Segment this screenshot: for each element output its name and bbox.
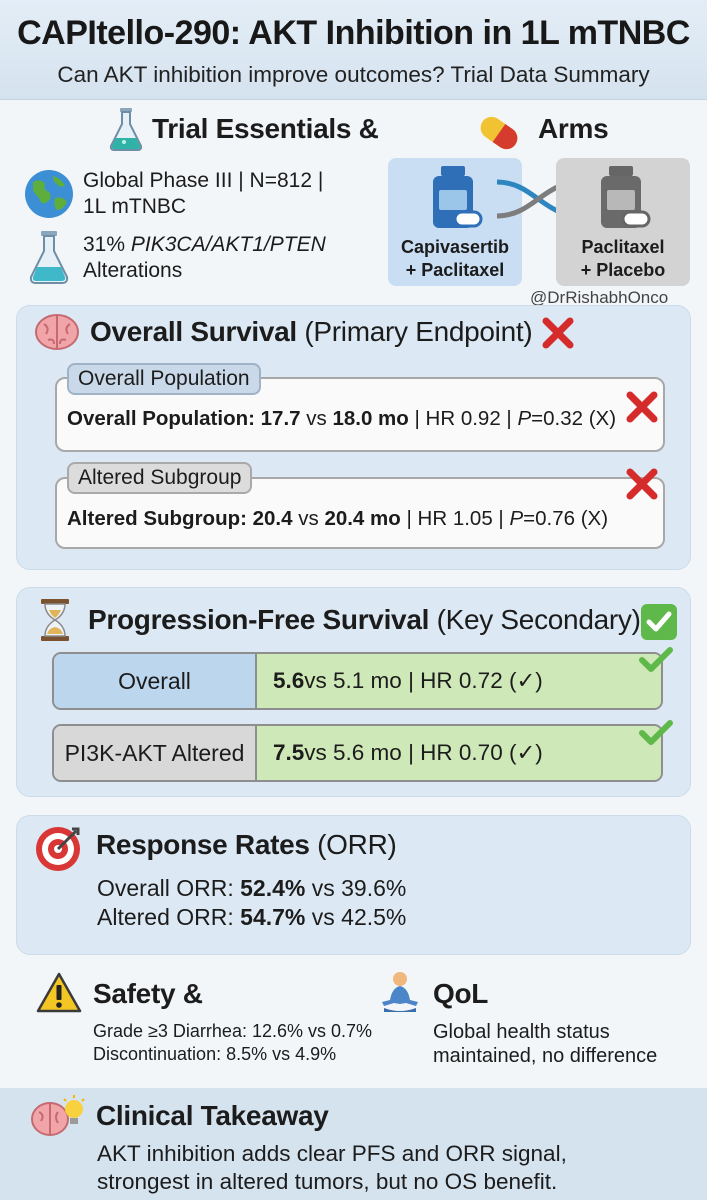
globe-icon [23, 168, 75, 220]
flask-icon [26, 229, 72, 285]
meditation-icon [378, 970, 422, 1014]
os-altered-line: Altered Subgroup: 20.4 vs 20.4 mo | HR 1… [67, 507, 609, 530]
safety-details: Grade ≥3 Diarrhea: 12.6% vs 0.7% Discont… [93, 1020, 372, 1066]
warning-icon [36, 972, 82, 1014]
arm1-line1: Capivasertib [400, 237, 510, 257]
qol-details: Global health status maintained, no diff… [433, 1020, 657, 1068]
red-x-icon [541, 316, 575, 350]
pfs-row-label: PI3K-AKT Altered [54, 726, 257, 780]
red-x-icon [625, 390, 659, 424]
green-check-icon [638, 645, 674, 675]
page-title: CAPItello-290: AKT Inhibition in 1L mTNB… [17, 14, 690, 52]
safety-line1: Grade ≥3 Diarrhea: 12.6% vs 0.7% [93, 1021, 373, 1041]
pfs-row-value: 5.6 vs 5.1 mo | HR 0.72 (✓) [257, 654, 661, 708]
response-panel [16, 815, 691, 955]
os-overall-tag: Overall Population [67, 363, 261, 395]
arm1-line2: + Paclitaxel [405, 260, 505, 280]
header: CAPItello-290: AKT Inhibition in 1L mTNB… [0, 0, 707, 100]
hourglass-icon [40, 598, 70, 642]
safety-line2: Discontinuation: 8.5% vs 4.9% [93, 1044, 337, 1064]
arm-placebo: Paclitaxel + Placebo [556, 158, 690, 286]
pfs-row-overall: Overall 5.6 vs 5.1 mo | HR 0.72 (✓) [52, 652, 663, 710]
bottle-icon [433, 166, 483, 228]
target-icon [34, 825, 82, 873]
qol-heading: QoL [433, 978, 489, 1009]
trial-design: Global Phase III | N=812 | 1L mTNBC [83, 168, 323, 220]
pfs-heading: Progression-Free Survival (Key Secondary… [88, 604, 641, 635]
pfs-row-value: 7.5 vs 5.6 mo | HR 0.70 (✓) [257, 726, 661, 780]
os-overall-line: Overall Population: 17.7 vs 18.0 mo | HR… [67, 407, 617, 430]
arms-heading: Arms [538, 113, 609, 144]
page-subtitle: Can AKT inhibition improve outcomes? Tri… [57, 62, 650, 87]
safety-heading: Safety & [93, 978, 203, 1009]
pfs-row-altered: PI3K-AKT Altered 7.5 vs 5.6 mo | HR 0.70… [52, 724, 663, 782]
os-overall-card [55, 377, 665, 452]
takeaway-line2: strongest in altered tumors, but no OS b… [97, 1169, 558, 1194]
arm-capivasertib: Capivasertib + Paclitaxel [388, 158, 522, 286]
takeaway-panel [0, 1088, 707, 1200]
brain-icon [34, 312, 80, 352]
response-heading: Response Rates (ORR) [96, 829, 397, 860]
green-check-icon [640, 603, 678, 641]
pfs-row-label: Overall [54, 654, 257, 708]
qol-line1: Global health status [433, 1021, 610, 1043]
author-handle: @DrRishabhOnco [530, 288, 669, 307]
os-altered-tag: Altered Subgroup [67, 462, 253, 494]
brain-lightbulb-icon [30, 1095, 86, 1141]
flask-icon [106, 106, 146, 152]
bottle-icon [601, 166, 651, 228]
trial-design-line1: Global Phase III | N=812 | [83, 169, 324, 192]
alterations-pct: 31% [83, 233, 131, 256]
red-x-icon [625, 467, 659, 501]
trial-design-line2: 1L mTNBC [83, 195, 187, 218]
arm2-line2: + Placebo [580, 260, 666, 280]
qol-line2: maintained, no difference [433, 1045, 658, 1067]
response-values: Overall ORR: 52.4% vs 39.6% Altered ORR:… [97, 875, 407, 930]
takeaway-heading: Clinical Takeaway [96, 1100, 329, 1131]
os-heading: Overall Survival (Primary Endpoint) [90, 316, 533, 347]
trial-alterations: 31% PIK3CA/AKT1/PTEN Alterations [83, 232, 326, 284]
takeaway-text: AKT inhibition adds clear PFS and ORR si… [97, 1140, 567, 1196]
alterations-genes: PIK3CA/AKT1/PTEN [130, 233, 326, 256]
trial-essentials-heading: Trial Essentials & [152, 113, 379, 144]
takeaway-line1: AKT inhibition adds clear PFS and ORR si… [97, 1141, 567, 1166]
green-check-icon [638, 718, 674, 748]
arm2-line1: Paclitaxel [581, 237, 665, 257]
alterations-label: Alterations [83, 259, 183, 282]
pill-icon [476, 112, 522, 154]
